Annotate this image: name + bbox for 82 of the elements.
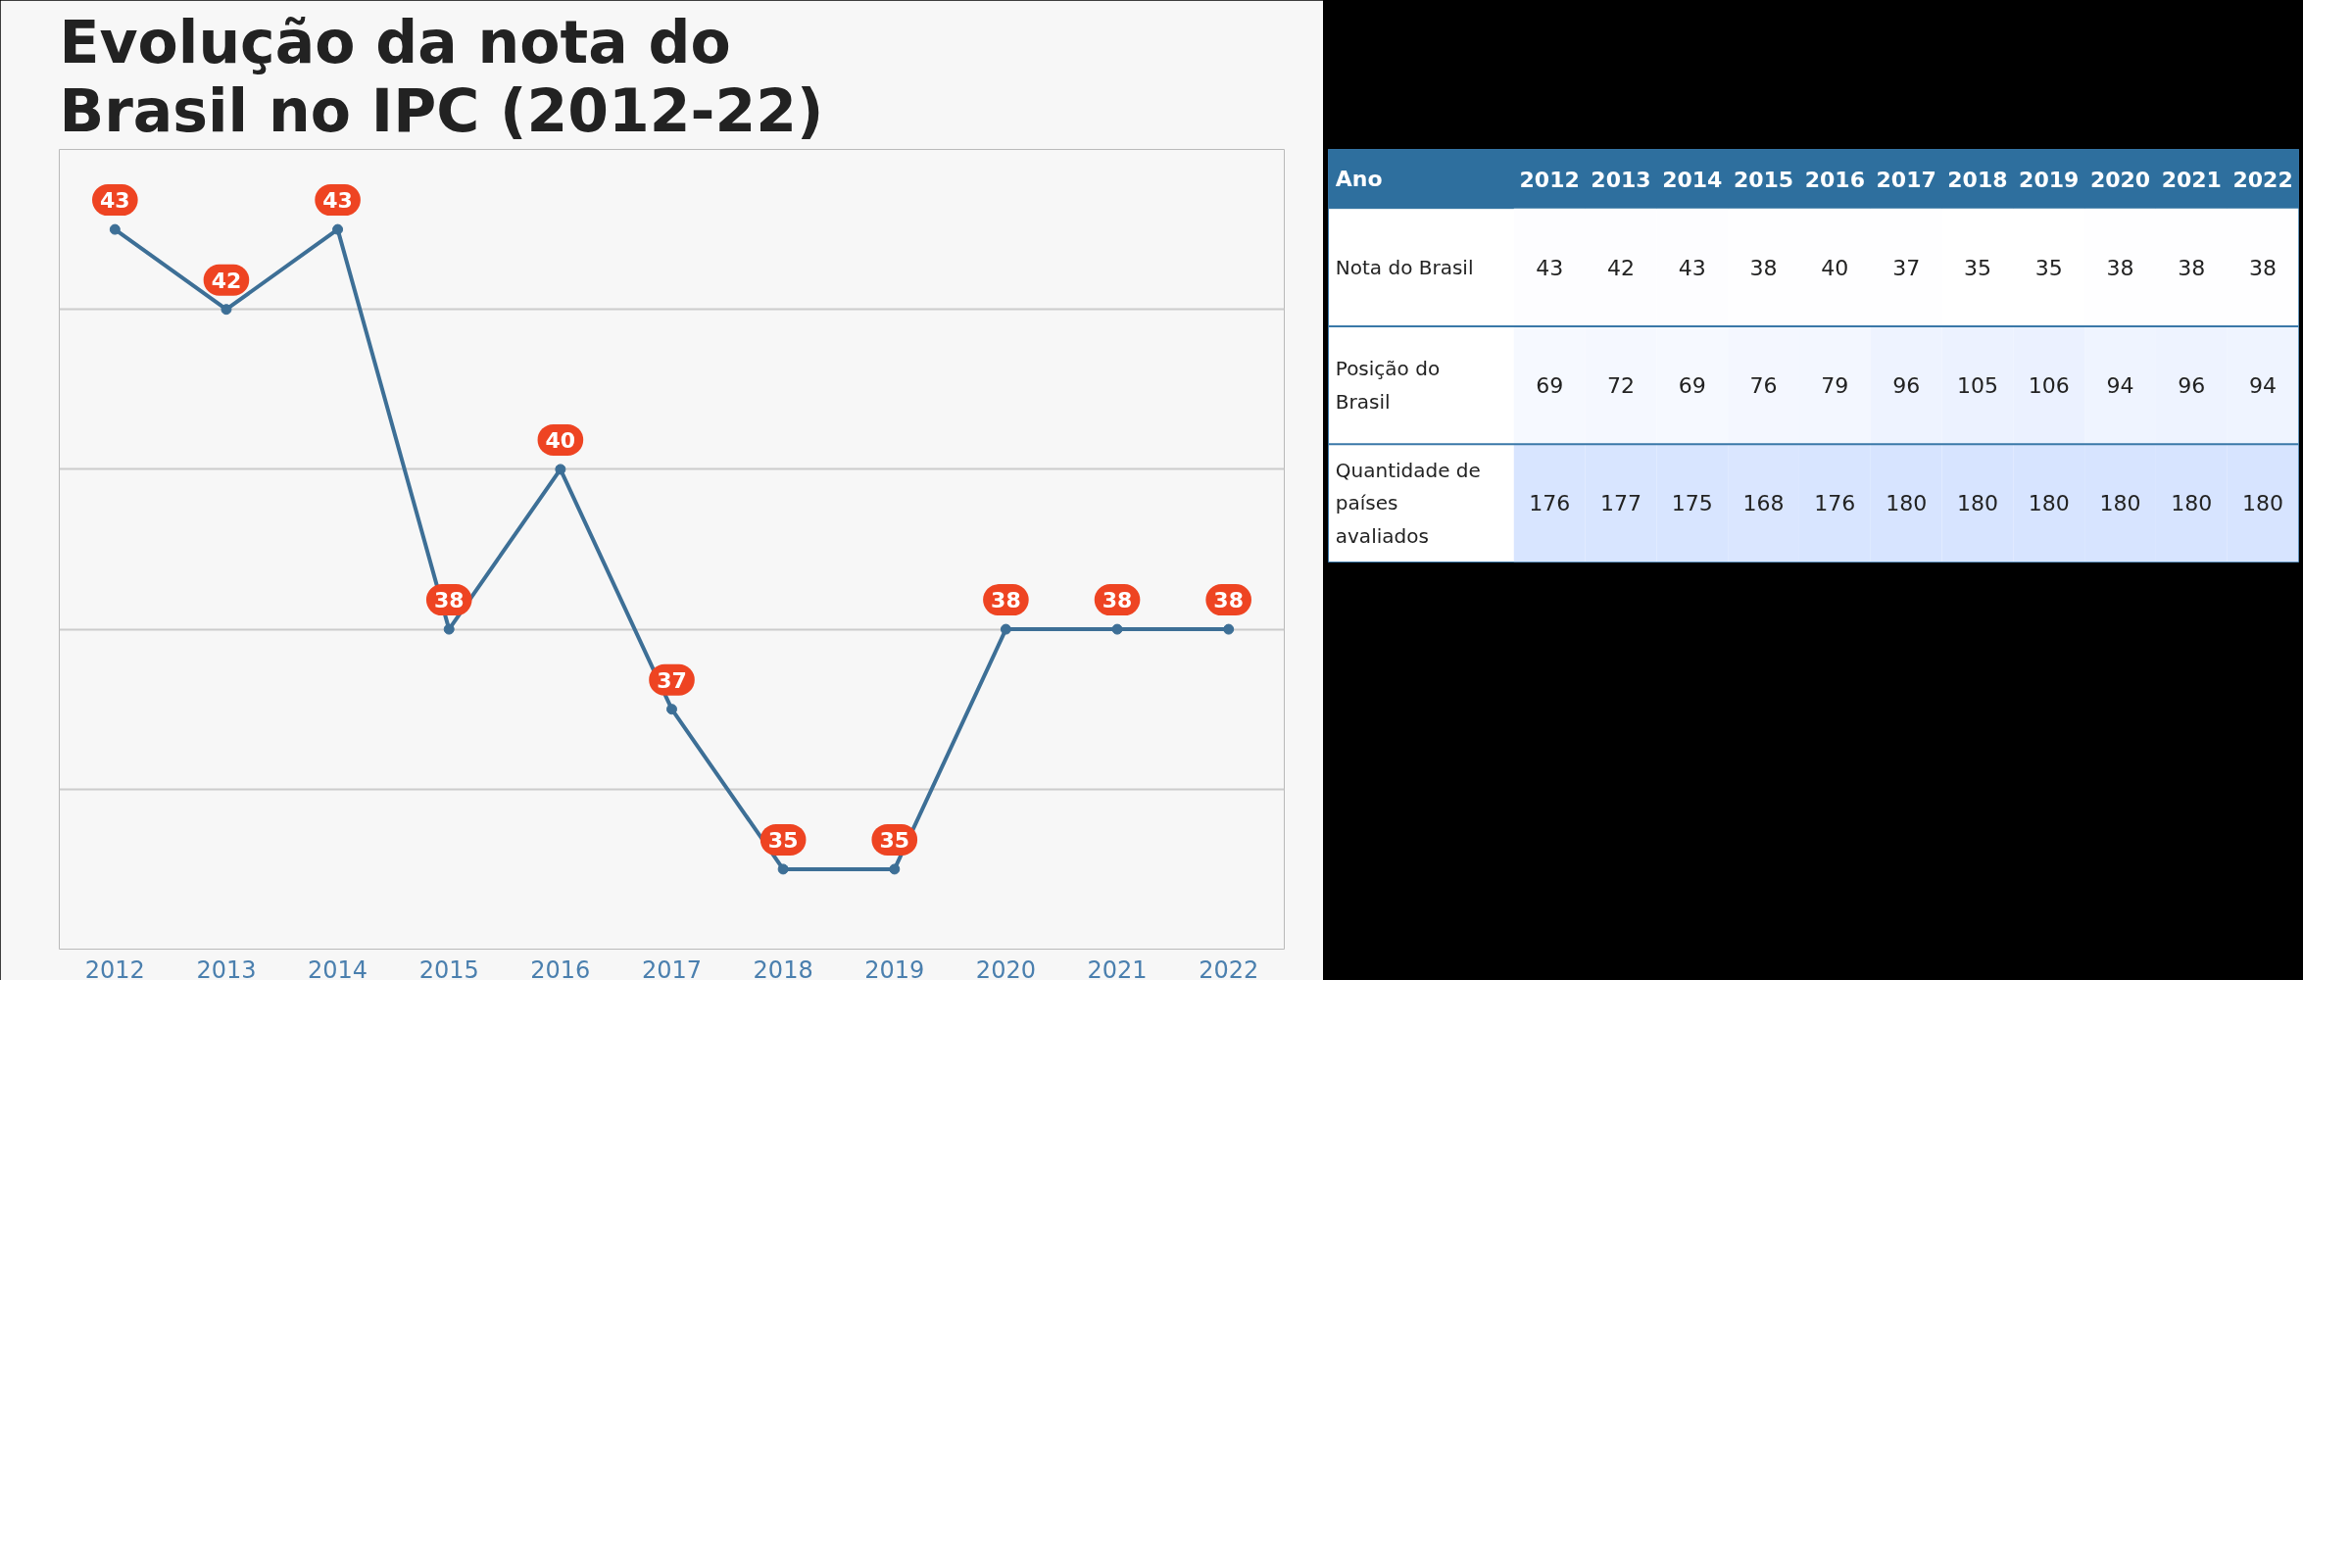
data-label: 94 — [2106, 373, 2134, 399]
x-tick-label: 2021 — [2161, 167, 2222, 192]
data-label: 43 — [1678, 255, 1706, 280]
data-label: 69 — [1536, 373, 1564, 399]
data-label: 38 — [433, 588, 465, 613]
data-label: 35 — [879, 827, 910, 853]
data-label: 180 — [2099, 491, 2141, 516]
data-label: 37 — [1892, 255, 1921, 280]
x-tick-label: 2019 — [2019, 167, 2080, 192]
x-tick-label: 2014 — [1662, 167, 1723, 192]
x-tick-label: 2014 — [308, 956, 368, 984]
data-label: 38 — [1213, 588, 1244, 613]
point — [777, 863, 789, 875]
x-tick-label: 2012 — [1519, 167, 1580, 192]
data-label: 177 — [1599, 491, 1642, 516]
point — [666, 704, 677, 715]
x-tick-label: 2015 — [418, 956, 479, 984]
point — [555, 464, 566, 475]
data-label: 94 — [2249, 373, 2278, 399]
x-tick-label: 2018 — [1947, 167, 2008, 192]
x-tick-label: 2012 — [84, 956, 145, 984]
data-label: 35 — [1963, 255, 1991, 280]
chart-title: Evolução da nota do Brasil no IPC (2012-22) — [59, 7, 824, 145]
point — [109, 223, 121, 235]
data-label: 105 — [1956, 373, 1998, 399]
x-tick-label: 2020 — [975, 956, 1036, 984]
data-label: 42 — [1606, 255, 1635, 280]
data-label: 37 — [657, 667, 687, 693]
data-label: 35 — [2034, 255, 2063, 280]
data-label: 38 — [2106, 255, 2134, 280]
data-label: 38 — [2249, 255, 2278, 280]
data-label: 176 — [1814, 491, 1856, 516]
x-tick-label: 2013 — [196, 956, 257, 984]
point — [1223, 623, 1235, 635]
data-label: 35 — [767, 827, 799, 853]
data-label: 176 — [1529, 491, 1571, 516]
data-label: 40 — [1821, 255, 1849, 280]
x-tick-label: 2015 — [1733, 167, 1794, 192]
x-tick-label: 2020 — [2089, 167, 2151, 192]
data-label: 43 — [100, 188, 130, 214]
data-label: 72 — [1606, 373, 1635, 399]
data-label: 180 — [1886, 491, 1928, 516]
data-label: 76 — [1749, 373, 1778, 399]
data-label: 168 — [1742, 491, 1785, 516]
data-label: 43 — [322, 188, 353, 214]
data-label: 43 — [1536, 255, 1564, 280]
data-label: 40 — [545, 427, 576, 453]
data-label: 180 — [2028, 491, 2070, 516]
y-tick-label: Quantidade de países avaliados — [1335, 458, 1481, 548]
x-axis-title: Ano — [1335, 167, 1383, 192]
x-tick-label: 2022 — [2232, 167, 2293, 192]
x-tick-label: 2013 — [1591, 167, 1651, 192]
x-tick-label: 2019 — [864, 956, 925, 984]
point — [332, 223, 344, 235]
data-label: 96 — [2178, 373, 2206, 399]
y-tick-label: Posição do Brasil — [1335, 357, 1441, 414]
data-label: 106 — [2028, 373, 2070, 399]
x-tick-label: 2017 — [641, 956, 703, 984]
x-tick-label: 2022 — [1199, 956, 1259, 984]
y-tick-label: Nota do Brasil — [1335, 255, 1474, 279]
data-label: 38 — [1102, 588, 1133, 613]
data-label: 42 — [211, 268, 242, 293]
data-label: 69 — [1678, 373, 1706, 399]
x-tick-label: 2016 — [1804, 167, 1865, 192]
x-tick-label: 2018 — [753, 956, 813, 984]
data-label: 180 — [1956, 491, 1998, 516]
x-tick-label: 2017 — [1876, 167, 1936, 192]
data-label: 96 — [1892, 373, 1921, 399]
x-tick-label: 2016 — [530, 956, 591, 984]
data-label: 180 — [2171, 491, 2213, 516]
data-label: 38 — [991, 588, 1021, 613]
data-label: 38 — [2178, 255, 2206, 280]
point — [1111, 623, 1123, 635]
data-label: 79 — [1821, 373, 1849, 399]
x-tick-label: 2021 — [1087, 956, 1148, 984]
data-label: 180 — [2242, 491, 2284, 516]
point — [220, 304, 232, 316]
point — [443, 623, 455, 635]
data-label: 38 — [1749, 255, 1778, 280]
point — [889, 863, 901, 875]
point — [1000, 623, 1011, 635]
data-label: 175 — [1671, 491, 1713, 516]
